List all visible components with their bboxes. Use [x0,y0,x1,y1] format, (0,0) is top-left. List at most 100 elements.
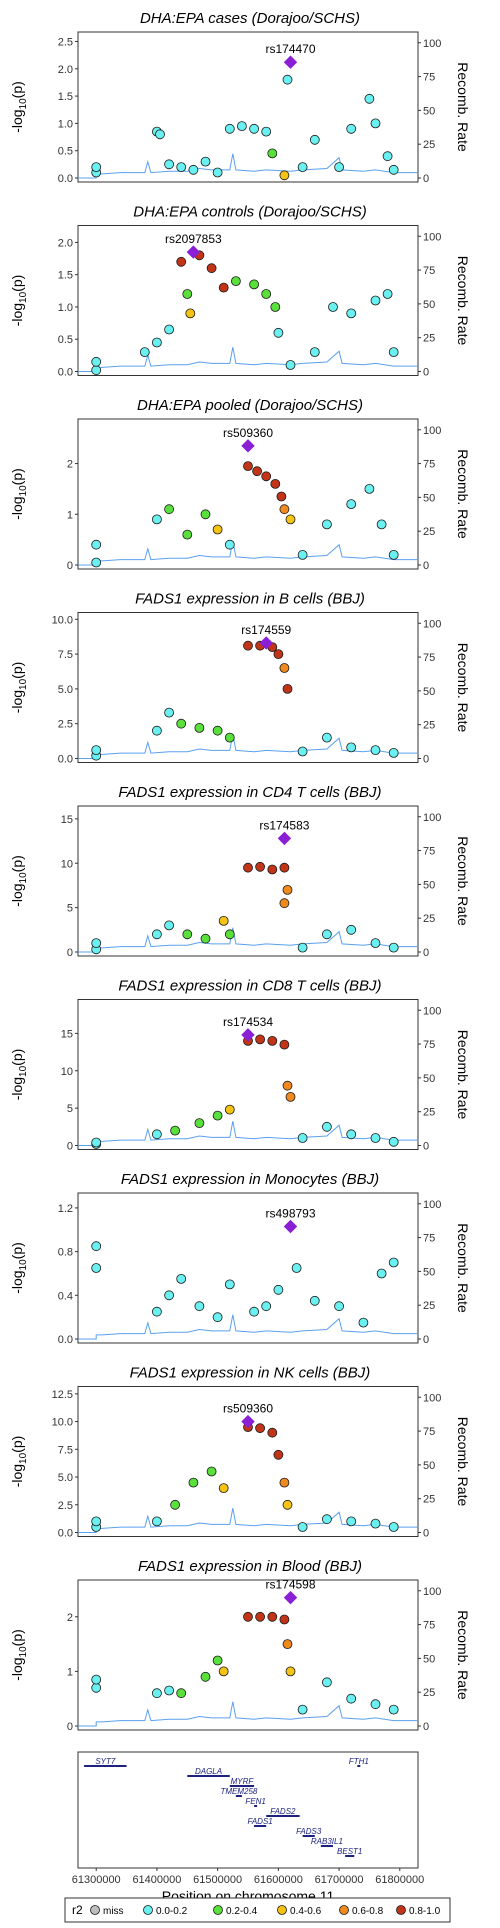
recomb-rate-line [78,1701,418,1727]
lead-snp-label: rs174559 [241,623,291,637]
snp-point [261,1301,272,1312]
y2-tick-label: 100 [423,231,441,243]
y-tick-label: 0.0 [58,173,73,185]
gene-label: FADS1 [248,1817,273,1826]
y-tick-label: 0.0 [58,1528,73,1540]
y-tick-label: 0 [67,1141,73,1153]
snp-point [388,1704,399,1715]
snp-point [376,519,387,530]
y2-tick-label: 0 [423,947,429,959]
snp-point [388,1522,399,1532]
y-axis-title: -log10(p) [9,81,29,133]
y-axis-title: -log10(p) [9,1629,29,1681]
y-axis-title-rest: (p) [9,81,25,98]
snp-point [282,1080,293,1091]
y-tick-label: 0.5 [58,334,73,346]
y2-axis-title: Recomb. Rate [455,62,471,152]
y2-tick-label: 75 [423,1233,435,1245]
x-tick-label: 61600000 [254,1874,303,1886]
y-axis-title: -log10(p) [9,275,29,327]
snp-point [279,1477,290,1488]
plot-frame [77,612,419,763]
snp-point [91,1682,102,1693]
snp-point [151,725,162,736]
y2-tick-label: 0 [423,173,429,185]
y-tick-label: 2.0 [58,64,73,76]
y2-tick-label: 100 [423,618,441,630]
snp-point [358,1317,369,1328]
lead-snp-label: rs174534 [223,1015,273,1029]
gene-track-frame [77,1751,419,1869]
y-axis-title-sub: 10 [18,1259,29,1271]
y-axis-title: -log10(p) [9,662,29,714]
y-axis-title-sub: 10 [18,485,29,497]
snp-point [243,461,253,472]
snp-point [261,126,272,137]
x-tick-label: 61400000 [132,1874,181,1886]
snp-point [279,862,290,873]
y2-tick-label: 100 [423,1392,441,1404]
y-tick-label: 2.5 [58,36,73,48]
snp-point [188,1477,199,1488]
snp-point [170,1499,181,1510]
gene-label: DAGLA [195,1767,222,1776]
y-tick-label: 5.0 [58,684,73,696]
snp-point [388,1136,399,1147]
y2-axis-title: Recomb. Rate [455,449,471,539]
y2-tick-label: 75 [423,1426,435,1438]
y2-tick-label: 25 [423,1300,435,1312]
y2-tick-label: 100 [423,812,441,824]
snp-point [270,302,281,312]
y2-tick-label: 25 [423,333,435,345]
panel-3: DHA:EPA pooled (Dorajoo/SCHS) 0 1 2 0 25 50 75 1… [9,397,471,572]
lead-snp-label: rs174598 [265,1578,315,1592]
y-tick-label: 0.8 [58,1247,73,1259]
snp-point [255,1611,266,1622]
snp-point [279,898,290,909]
snp-point [285,1092,296,1102]
plot-frame [77,1579,419,1731]
y2-tick-label: 50 [423,105,435,117]
y-axis-title-rest: (p) [9,275,25,292]
x-tick-label: 61300000 [72,1874,121,1886]
plot-frame [77,1386,419,1537]
snp-point [370,938,381,948]
snp-point [151,514,162,525]
snp-point [91,745,102,755]
plot-frame [77,805,419,957]
panel-title: FADS1 expression in Blood (BBJ) [138,1558,362,1575]
panel-2: DHA:EPA controls (Dorajoo/SCHS) 0.0 0.5 1.0… [9,204,471,379]
y2-tick-label: 25 [423,1107,435,1119]
snp-point [297,1133,308,1143]
snp-point [206,1466,217,1477]
snp-point [249,1306,260,1317]
snp-point [279,170,290,181]
y2-tick-label: 25 [423,1687,435,1699]
legend-label: 0.8-1.0 [409,1906,441,1917]
snp-point [224,732,235,743]
y2-tick-label: 75 [423,652,435,664]
y2-axis-title: Recomb. Rate [455,643,471,733]
y-tick-label: 7.5 [58,649,73,661]
panel-1: DHA:EPA cases (Dorajoo/SCHS) 0.0 0.5 1.0 1.5… [9,10,471,185]
y2-tick-label: 75 [423,1039,435,1051]
gene-label: BEST1 [337,1847,362,1856]
y-axis-title-base: -log [9,1657,25,1680]
snp-point [200,509,211,520]
snp-point [285,1666,296,1677]
snp-point [188,164,199,175]
snp-point [346,499,357,510]
snp-point [376,1268,387,1279]
y-tick-label: 0 [67,1721,73,1733]
panel-title: DHA:EPA controls (Dorajoo/SCHS) [133,204,366,221]
y2-axis-title: Recomb. Rate [455,1417,471,1507]
y2-tick-label: 100 [423,1199,441,1211]
snp-point [218,916,229,926]
snp-point [91,1137,102,1148]
legend-label: 0.6-0.8 [352,1906,384,1917]
snp-point [370,118,381,129]
snp-point [151,1516,162,1527]
snp-point [370,295,381,306]
y-axis-title-base: -log [9,690,25,713]
gene-label: FADS2 [270,1807,296,1816]
